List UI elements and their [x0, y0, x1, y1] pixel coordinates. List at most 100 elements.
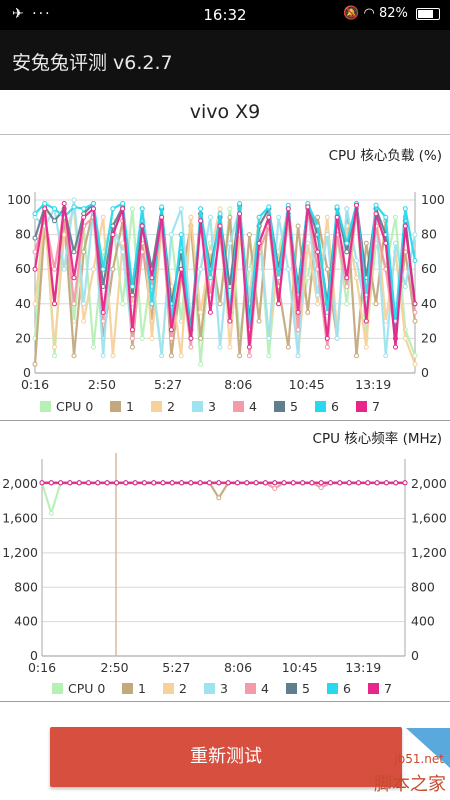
data-point — [61, 232, 67, 238]
data-point — [246, 353, 252, 359]
legend-label-4: 4 — [249, 399, 257, 414]
data-point — [373, 202, 379, 208]
x-tick-label: 10:45 — [289, 377, 325, 392]
data-point — [100, 266, 106, 272]
legend-swatch-3 — [192, 401, 203, 412]
data-point — [169, 480, 175, 486]
data-point — [217, 223, 223, 229]
data-point — [290, 480, 296, 486]
data-point — [412, 309, 418, 315]
data-point — [188, 480, 194, 486]
data-point — [318, 485, 324, 491]
data-point — [81, 206, 87, 212]
y-tick-label-left: 0 — [23, 365, 31, 380]
data-point — [217, 206, 223, 212]
data-point — [188, 335, 194, 341]
data-point — [58, 480, 64, 486]
data-point — [344, 275, 350, 281]
data-point — [402, 284, 408, 289]
data-point — [178, 353, 184, 359]
data-point — [324, 214, 330, 220]
y-tick-label-left: 1,200 — [2, 545, 38, 560]
cpu-frequency-chart-svg: CPU 核心频率 (MHz) 0 0 400 400 800 800 1,200 1,200 1,… — [2, 430, 447, 696]
data-point — [52, 218, 57, 224]
legend-swatch-6 — [315, 401, 326, 412]
data-point — [412, 353, 418, 359]
y-tick-label-left: 800 — [14, 579, 38, 594]
data-point — [198, 206, 204, 212]
legend-swatch-5 — [274, 401, 285, 412]
data-point — [235, 480, 240, 486]
data-point — [168, 327, 174, 333]
data-point — [344, 206, 350, 212]
y-tick-label-left: 20 — [15, 330, 31, 345]
watermark-corner — [406, 728, 450, 768]
data-point — [217, 211, 223, 217]
data-point — [71, 353, 77, 359]
data-point — [227, 206, 233, 212]
data-point — [159, 214, 165, 220]
y-tick-label-left: 80 — [15, 227, 31, 242]
data-point — [281, 480, 287, 486]
y-tick-label-left: 400 — [14, 614, 38, 629]
y-tick-label-left: 100 — [7, 192, 31, 207]
data-point — [412, 258, 418, 263]
data-point — [363, 344, 369, 350]
data-point — [393, 480, 399, 486]
data-point — [149, 335, 155, 341]
data-point — [266, 335, 272, 341]
data-point — [237, 201, 243, 206]
data-point — [91, 206, 96, 212]
data-point — [168, 335, 174, 341]
data-point — [207, 214, 213, 220]
data-point — [246, 232, 252, 238]
legend-swatch-2 — [163, 683, 174, 694]
data-point — [198, 361, 204, 367]
data-point — [42, 206, 48, 212]
legend-label-0: CPU 0 — [56, 399, 93, 414]
status-bar: ✈ ··· 16:32 🔕 ◠ 82% — [0, 0, 450, 30]
data-point — [207, 309, 213, 315]
data-point — [207, 480, 212, 486]
data-point — [198, 335, 204, 341]
data-point — [52, 301, 57, 307]
y-tick-label-left: 1,600 — [2, 511, 38, 526]
data-point — [159, 353, 165, 359]
data-point — [402, 206, 408, 212]
data-point — [356, 480, 361, 486]
data-point — [383, 240, 389, 246]
data-point — [272, 486, 278, 491]
data-point — [363, 318, 369, 324]
data-point — [100, 318, 106, 324]
legend-label-2: 2 — [167, 399, 175, 414]
data-point — [373, 211, 379, 217]
chart-divider-bottom — [0, 701, 450, 702]
data-point — [272, 480, 278, 486]
data-point — [266, 204, 272, 210]
data-point — [266, 214, 272, 220]
data-point — [285, 206, 291, 212]
legend-swatch-6 — [327, 683, 338, 694]
data-point — [32, 211, 38, 217]
data-point — [266, 353, 272, 359]
data-point — [225, 480, 231, 486]
watermark-line1: jb51.net — [394, 752, 444, 766]
data-point — [315, 223, 321, 229]
data-point — [100, 353, 106, 359]
data-point — [237, 353, 243, 359]
x-tick-label: 13:19 — [355, 377, 391, 392]
legend-swatch-3 — [204, 683, 215, 694]
retest-button[interactable]: 重新测试 — [50, 727, 402, 787]
data-point — [32, 249, 38, 255]
data-point — [276, 214, 282, 220]
data-point — [383, 353, 389, 359]
data-point — [354, 258, 359, 263]
legend-swatch-4 — [245, 683, 256, 694]
data-point — [324, 266, 330, 272]
data-point — [246, 344, 252, 350]
data-point — [129, 335, 135, 341]
data-point — [253, 480, 259, 486]
data-point — [402, 335, 408, 341]
data-point — [383, 480, 389, 486]
x-tick-label: 0:16 — [21, 377, 49, 392]
